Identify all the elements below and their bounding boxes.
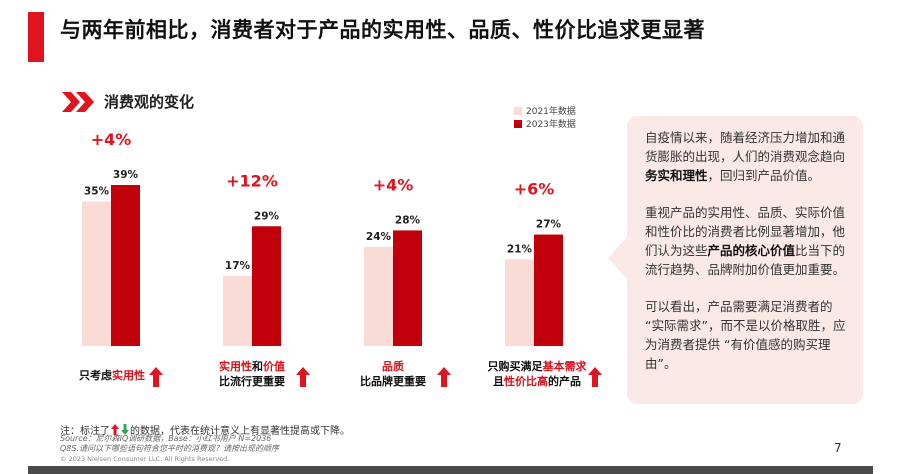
- insight-paragraph-1: 自疫情以来，随着经济压力增加和通货膨胀的出现，人们的消费观念趋向务实和理性，回归…: [645, 130, 846, 183]
- bar-2021-3: [364, 246, 393, 346]
- delta-label-4: +6%: [514, 180, 555, 199]
- legend-swatch-2021: [514, 106, 522, 115]
- category-label-1: 只考虑实用性: [79, 369, 145, 382]
- delta-label-2: +12%: [226, 171, 278, 190]
- page-title: 与两年前相比，消费者对于产品的实用性、品质、性价比追求更显著: [60, 18, 705, 42]
- panel-pointer: [608, 236, 628, 280]
- insight-paragraph-2: 重视产品的实用性、品质、实际价值和性价比的消费者比例显著增加，他们认为这些产品的…: [645, 205, 846, 277]
- delta-label-3: +4%: [373, 175, 414, 194]
- value-label-2023-2: 29%: [254, 210, 280, 222]
- value-label-2021-4: 21%: [507, 243, 533, 255]
- increase-arrow-icon: [296, 367, 310, 387]
- chart-legend: 2021年数据 2023年数据: [514, 104, 576, 130]
- bar-2023-1: [111, 185, 140, 346]
- value-label-2023-3: 28%: [395, 214, 421, 226]
- legend-item-2021: 2021年数据: [514, 104, 576, 117]
- decrease-arrow-icon: [121, 424, 129, 435]
- category-label-3: 品质 比品牌更重要: [360, 360, 426, 388]
- legend-label-2021: 2021年数据: [526, 107, 576, 117]
- delta-label-1: +4%: [91, 130, 132, 149]
- legend-swatch-2023: [514, 119, 522, 128]
- bar-2021-2: [223, 275, 252, 346]
- category-label-2: 实用性和价值 比流行更重要: [219, 360, 285, 388]
- value-label-2021-1: 35%: [84, 186, 110, 198]
- value-label-2023-4: 27%: [536, 219, 562, 231]
- section-title: 消费观的变化: [104, 93, 195, 111]
- legend-item-2023: 2023年数据: [514, 117, 576, 130]
- insight-paragraph-3: 可以看出，产品需要满足消费者的 “实际需求”，而不是以价格取胜，应为消费者提供 …: [645, 299, 846, 371]
- bar-2021-1: [82, 201, 111, 346]
- copyright: © 2023 Nielsen Consumer LLC. All Rights …: [60, 455, 230, 463]
- footer-bar: [28, 466, 873, 474]
- title-accent-bar: [28, 12, 44, 62]
- bar-2023-4: [534, 234, 563, 346]
- bar-2023-2: [252, 226, 281, 346]
- increase-arrow-icon: [111, 424, 119, 435]
- increase-arrow-icon: [149, 367, 163, 387]
- bar-2023-3: [393, 230, 422, 346]
- source-note: Source：尼尔森IQ调研数据，Base：小红书用户 N=2036 Q8S.请…: [60, 434, 280, 453]
- page-number: 7: [834, 441, 842, 455]
- value-label-2021-3: 24%: [366, 231, 392, 243]
- insight-panel: 自疫情以来，随着经济压力增加和通货膨胀的出现，人们的消费观念趋向务实和理性，回归…: [627, 116, 863, 404]
- bar-2021-4: [505, 259, 534, 346]
- increase-arrow-icon: [588, 367, 602, 387]
- bar-chart: 35%39% +4% 17% 29% +12% 24%28% +4% 21%27% +6%: [82, 130, 563, 346]
- increase-arrow-icon: [437, 367, 451, 387]
- footnote: 注：标注了 的数据，代表在统计意义上有显著性提高或下降。: [60, 424, 350, 437]
- legend-label-2023: 2023年数据: [526, 120, 576, 130]
- value-label-2023-1: 39%: [113, 169, 139, 181]
- double-chevron-icon: [62, 92, 94, 112]
- value-label-2021-2: 17%: [225, 260, 251, 272]
- category-label-4: 只购买满足基本需求 且性价比高的产品: [487, 360, 587, 388]
